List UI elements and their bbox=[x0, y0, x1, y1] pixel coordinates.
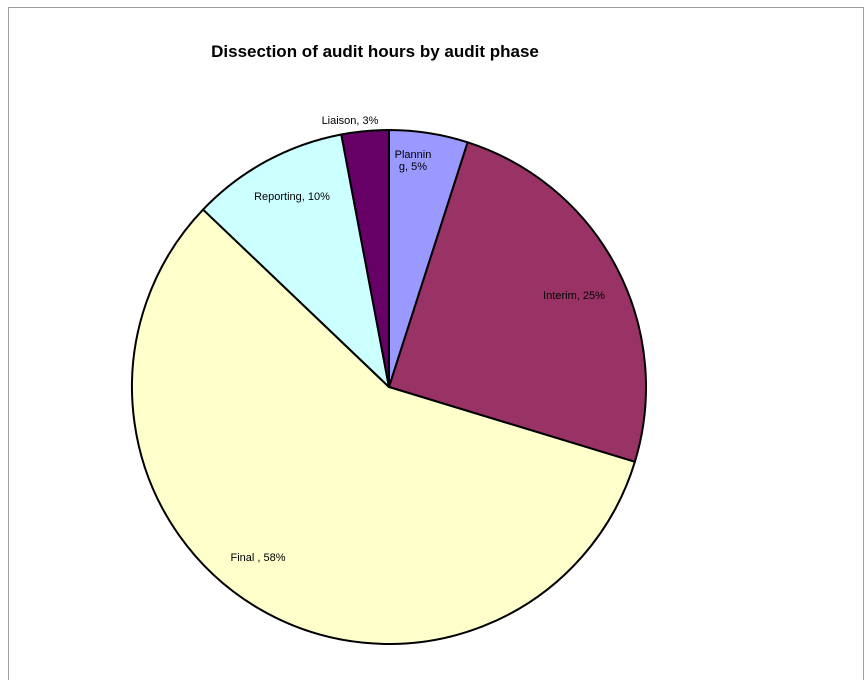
pie-slice bbox=[131, 208, 636, 645]
chart-title: Dissection of audit hours by audit phase bbox=[211, 42, 539, 61]
slice-label: Liaison, 3% bbox=[322, 115, 379, 127]
slice-label: Reporting, 10% bbox=[254, 191, 330, 203]
pie-slice bbox=[340, 129, 390, 388]
slice-label: Final , 58% bbox=[230, 552, 285, 564]
pie-slice bbox=[202, 133, 390, 388]
pie-slice bbox=[388, 141, 647, 463]
slice-label: Interim, 25% bbox=[543, 290, 605, 302]
chart-frame bbox=[8, 7, 864, 680]
slice-label: Plannin g, 5% bbox=[395, 149, 432, 173]
